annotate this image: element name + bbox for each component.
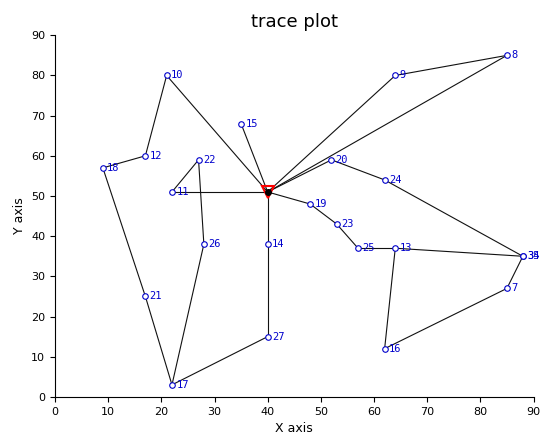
Text: 34: 34 (527, 251, 540, 261)
Text: 15: 15 (245, 119, 258, 129)
Text: 24: 24 (389, 175, 402, 185)
Text: 27: 27 (272, 332, 284, 342)
Text: 23: 23 (341, 219, 354, 229)
Text: 25: 25 (362, 243, 375, 253)
Text: 9: 9 (399, 71, 406, 80)
Text: 22: 22 (203, 155, 215, 165)
Y-axis label: Y axis: Y axis (13, 198, 26, 235)
Text: 21: 21 (150, 292, 162, 302)
Text: 7: 7 (511, 284, 518, 293)
Text: 16: 16 (389, 344, 402, 354)
Text: 12: 12 (150, 151, 162, 161)
Text: 35: 35 (527, 251, 540, 261)
Text: 20: 20 (336, 155, 348, 165)
X-axis label: X axis: X axis (276, 422, 313, 435)
Text: 14: 14 (272, 239, 284, 249)
Title: trace plot: trace plot (251, 13, 338, 31)
Text: 10: 10 (171, 71, 183, 80)
Text: 19: 19 (315, 199, 327, 209)
Text: 26: 26 (208, 239, 221, 249)
Text: 13: 13 (399, 243, 412, 253)
Text: 17: 17 (176, 380, 189, 390)
Text: 11: 11 (176, 187, 189, 197)
Text: 18: 18 (107, 163, 119, 173)
Text: 8: 8 (511, 50, 518, 60)
